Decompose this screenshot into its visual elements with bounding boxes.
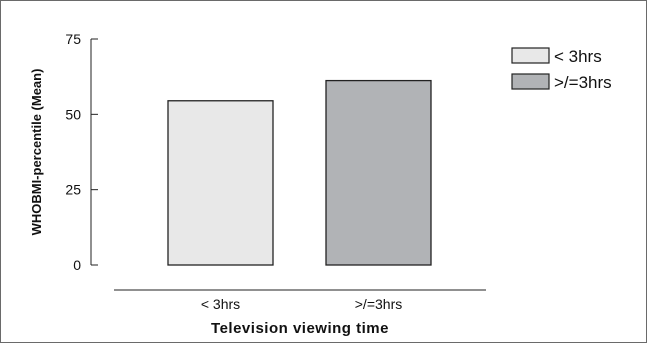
y-tick-label-3: 75 [65,31,81,47]
y-tick-label-2: 50 [65,106,81,122]
bars [167,79,432,266]
legend: < 3hrs >/=3hrs [511,47,612,92]
y-tick-label-0: 0 [73,257,81,273]
x-axis-label: Television viewing time [211,320,389,337]
legend-label-1: >/=3hrs [554,73,612,92]
y-axis-label: WHOBMI-percentile (Mean) [29,69,44,236]
legend-swatch-1 [511,73,550,90]
legend-label-0: < 3hrs [554,47,602,66]
bar-0 [167,100,274,266]
bar-1 [325,79,432,266]
y-ticks: 0 25 50 75 [65,31,98,273]
x-tick-label-1: >/=3hrs [355,296,402,312]
x-tick-label-0: < 3hrs [201,296,240,312]
x-tick-labels: < 3hrs >/=3hrs [201,296,402,312]
y-tick-label-1: 25 [65,182,81,198]
legend-swatch-0 [511,47,550,64]
